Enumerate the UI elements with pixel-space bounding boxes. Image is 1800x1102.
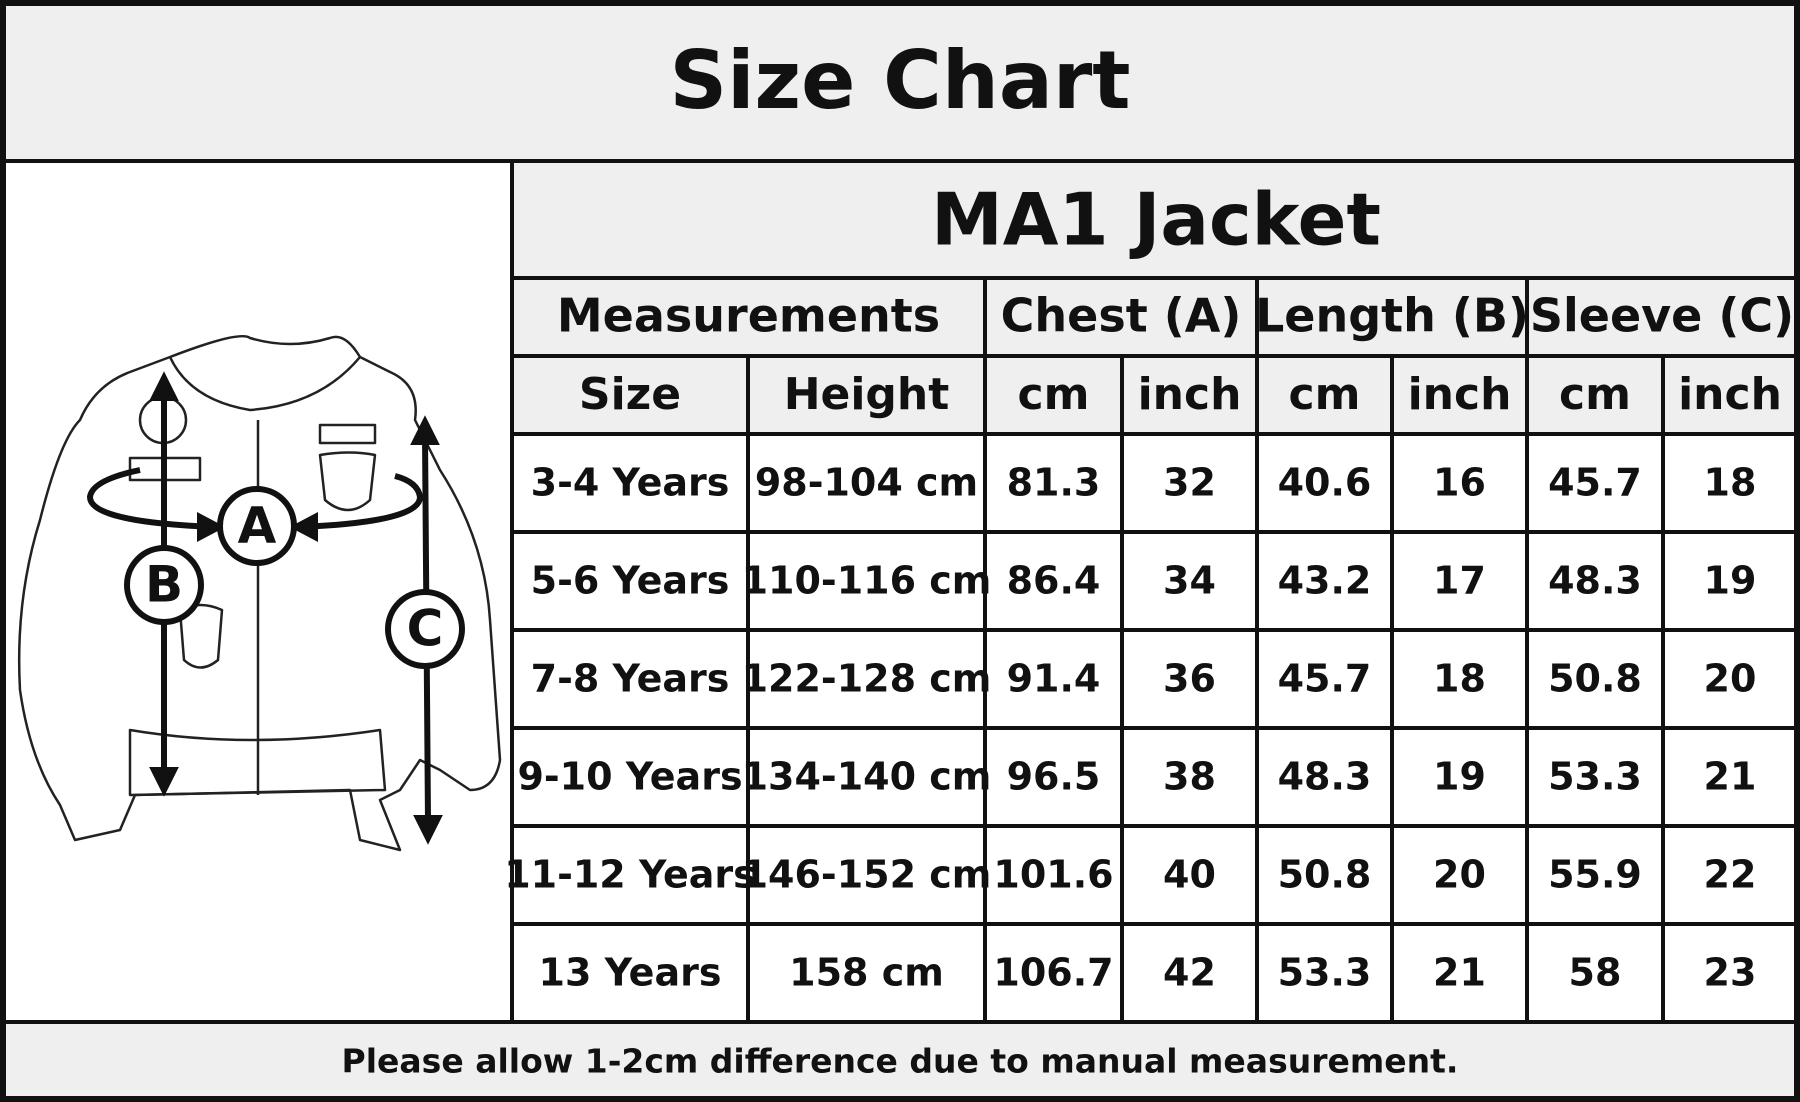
table-cell: 34 <box>1163 559 1216 603</box>
table-cell: 96.5 <box>1007 755 1101 799</box>
table-cell: 40 <box>1163 853 1216 897</box>
waistband <box>128 728 387 797</box>
table-cell: 22 <box>1704 853 1757 897</box>
table-cell: 91.4 <box>1007 657 1101 701</box>
table-cell: 3-4 Years <box>531 461 730 505</box>
table-cell: 18 <box>1433 657 1486 701</box>
group-header: Chest (A) <box>1001 289 1242 343</box>
table-cell: 48.3 <box>1548 559 1642 603</box>
table-cell: 11-12 Years <box>504 853 756 897</box>
group-header: Sleeve (C) <box>1530 289 1794 343</box>
jacket-outline <box>17 334 502 852</box>
table-title: MA1 Jacket <box>931 178 1381 262</box>
column-header: cm <box>1559 369 1631 420</box>
footer-note: Please allow 1-2cm difference due to man… <box>342 1042 1459 1081</box>
table-cell: 16 <box>1433 461 1486 505</box>
table-cell: 32 <box>1163 461 1216 505</box>
table-cell: 21 <box>1704 755 1757 799</box>
table-cell: 42 <box>1163 951 1216 995</box>
table-cell: 98-104 cm <box>755 461 978 505</box>
arrow-head <box>410 415 440 445</box>
table-cell: 101.6 <box>993 853 1113 897</box>
table-cell: 36 <box>1163 657 1216 701</box>
group-header: Measurements <box>557 289 940 343</box>
table-cell: 158 cm <box>789 951 944 995</box>
jacket-sketch <box>17 334 502 852</box>
table-cell: 38 <box>1163 755 1216 799</box>
marker-circle <box>124 545 204 625</box>
marker-label: A <box>238 497 277 555</box>
table-cell: 19 <box>1704 559 1757 603</box>
column-header: inch <box>1138 369 1242 420</box>
chest-arrow <box>86 467 424 530</box>
table-cell: 20 <box>1704 657 1757 701</box>
table-cell: 19 <box>1433 755 1486 799</box>
marker-circle <box>385 589 465 669</box>
table-cell: 9-10 Years <box>517 755 742 799</box>
table-cell: 21 <box>1433 951 1486 995</box>
table-cell: 53.3 <box>1548 755 1642 799</box>
table-cell: 45.7 <box>1278 657 1372 701</box>
column-header: inch <box>1678 369 1782 420</box>
table-cell: 50.8 <box>1278 853 1372 897</box>
table-cell: 134-140 cm <box>742 755 992 799</box>
table-cell: 17 <box>1433 559 1486 603</box>
table-cell: 48.3 <box>1278 755 1372 799</box>
table-cell: 50.8 <box>1548 657 1642 701</box>
marker-label: C <box>407 600 444 658</box>
column-header: cm <box>1018 369 1090 420</box>
table-cell: 23 <box>1704 951 1757 995</box>
table-cell: 146-152 cm <box>742 853 992 897</box>
column-header: inch <box>1408 369 1512 420</box>
table-cell: 7-8 Years <box>531 657 730 701</box>
arrow-head <box>149 767 179 797</box>
table-cell: 86.4 <box>1007 559 1101 603</box>
table-cell: 5-6 Years <box>531 559 730 603</box>
table-cell: 58 <box>1569 951 1622 995</box>
table-cell: 18 <box>1704 461 1757 505</box>
column-header: Size <box>579 369 681 420</box>
arrow-head <box>289 512 318 542</box>
group-header: Length (B) <box>1255 289 1529 343</box>
measure-markers: A B C <box>124 486 465 669</box>
marker-label: B <box>145 556 183 614</box>
title-band <box>0 0 1800 161</box>
patch <box>318 423 377 445</box>
table-cell: 40.6 <box>1278 461 1372 505</box>
arrow-head <box>413 815 443 845</box>
arrow-head <box>149 371 179 401</box>
collar <box>168 356 361 412</box>
table-cell: 43.2 <box>1278 559 1372 603</box>
table-cell: 45.7 <box>1548 461 1642 505</box>
column-header: Height <box>784 369 950 420</box>
column-header: cm <box>1289 369 1361 420</box>
marker-circle <box>217 486 297 566</box>
table-cell: 81.3 <box>1007 461 1101 505</box>
table-cell: 106.7 <box>993 951 1113 995</box>
table-header-band <box>512 161 1800 434</box>
table-cell: 122-128 cm <box>742 657 992 701</box>
footer-band <box>0 1022 1800 1102</box>
table-cell: 53.3 <box>1278 951 1372 995</box>
table-cell: 20 <box>1433 853 1486 897</box>
page-title: Size Chart <box>669 34 1130 127</box>
table-cell: 110-116 cm <box>742 559 992 603</box>
arrow-head <box>197 512 226 542</box>
table-cell: 13 Years <box>539 951 722 995</box>
patch <box>318 451 377 512</box>
table-cell: 55.9 <box>1548 853 1642 897</box>
